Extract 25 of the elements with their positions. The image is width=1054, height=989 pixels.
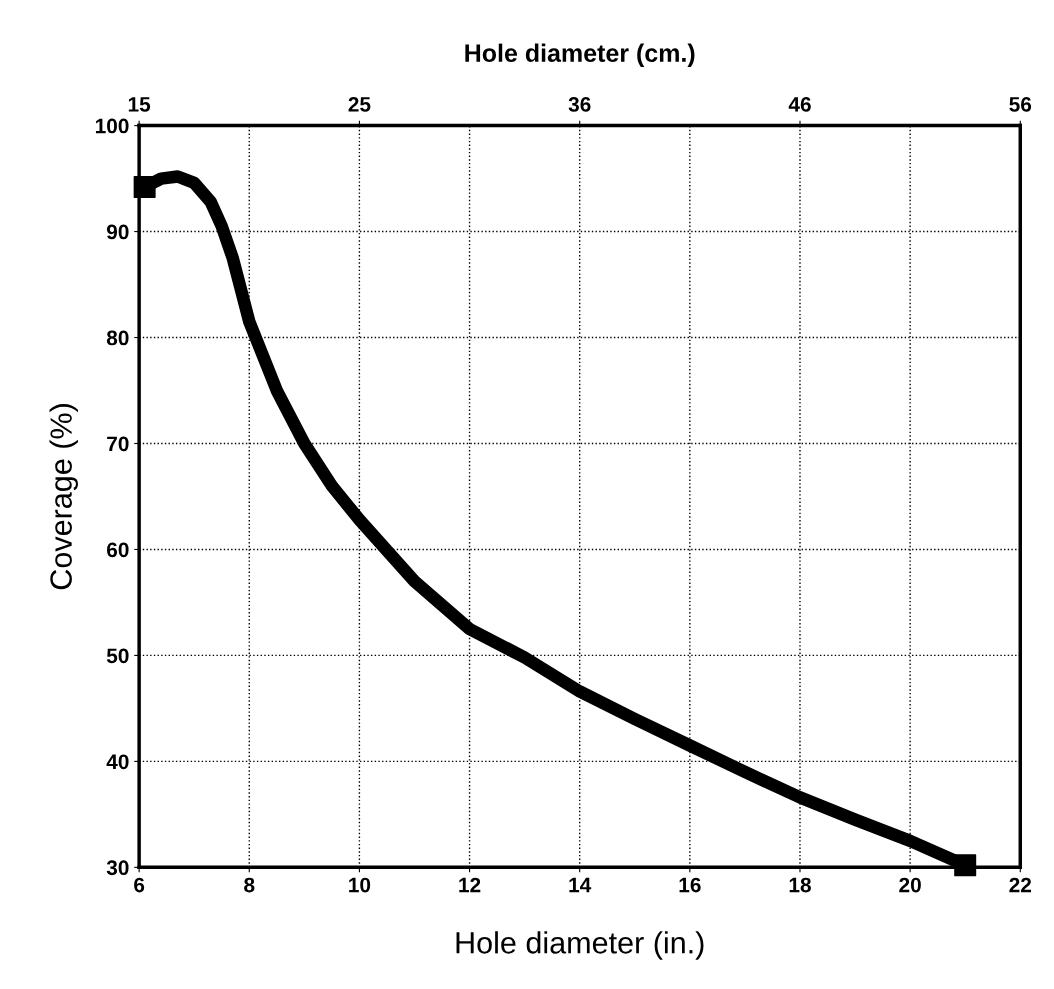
y-tick-label: 60 — [107, 542, 129, 558]
x2-tick-label: 15 — [128, 97, 151, 112]
x-axis-title: Hole diameter (in.) — [456, 931, 704, 960]
y-tick-label: 100 — [95, 118, 129, 134]
x-tick-label: 20 — [899, 877, 921, 893]
y-tick-label: 70 — [107, 436, 129, 452]
y-tick-label: 40 — [106, 754, 129, 770]
x-tick-label: 14 — [569, 877, 592, 893]
x-tick-label: 16 — [679, 877, 701, 893]
x2-tick-label: 56 — [1009, 97, 1032, 112]
x-tick-label: 8 — [244, 877, 255, 893]
y-axis-title: Coverage (%) — [49, 404, 78, 590]
y-tick-label: 80 — [106, 330, 129, 346]
x2-tick-label: 46 — [788, 97, 811, 112]
x2-axis-title: Hole diameter (cm.) — [465, 43, 695, 67]
x-tick-label: 22 — [1009, 877, 1032, 893]
x-tick-label: 12 — [459, 877, 481, 893]
x-tick-label: 10 — [349, 877, 371, 893]
y-tick-label: 30 — [106, 860, 129, 876]
x-tick-label: 18 — [789, 877, 811, 893]
x-tick-label: 6 — [134, 877, 145, 893]
x2-tick-label: 36 — [568, 97, 591, 112]
y-tick-label: 50 — [106, 648, 129, 664]
y-tick-label: 90 — [106, 224, 129, 240]
x2-tick-label: 25 — [348, 97, 371, 112]
